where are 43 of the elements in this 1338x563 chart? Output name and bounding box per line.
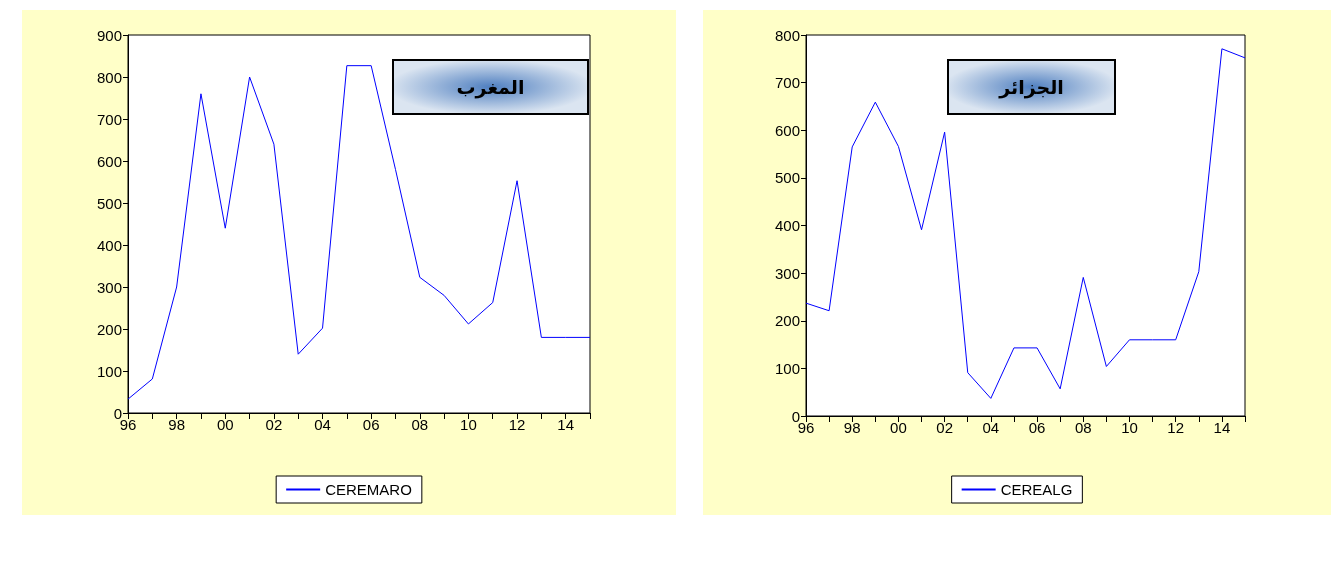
y-tick-label: 0 bbox=[791, 407, 800, 425]
y-tick-label: 800 bbox=[774, 26, 800, 44]
x-tick-label: 12 bbox=[1167, 419, 1185, 436]
x-tick-label: 04 bbox=[314, 416, 331, 433]
line-series bbox=[127, 65, 591, 400]
x-tick-label: 00 bbox=[216, 416, 234, 433]
y-tick-label: 0 bbox=[113, 404, 122, 422]
x-tick-label: 98 bbox=[843, 419, 861, 436]
y-tick-label: 500 bbox=[774, 169, 800, 187]
x-tick-label: 08 bbox=[411, 416, 429, 433]
y-tick-label: 700 bbox=[96, 110, 122, 128]
y-tick-label: 300 bbox=[774, 264, 800, 282]
y-tick-label: 200 bbox=[774, 312, 800, 330]
x-tick-label: 00 bbox=[890, 419, 907, 436]
x-tick-label: 02 bbox=[265, 416, 283, 433]
y-tick-label: 100 bbox=[774, 359, 800, 377]
x-tick-label: 14 bbox=[1213, 419, 1231, 436]
y-tick-label: 100 bbox=[96, 362, 122, 380]
y-tick-label: 400 bbox=[96, 236, 122, 254]
y-tick-label: 200 bbox=[96, 320, 122, 338]
x-tick-label: 98 bbox=[168, 416, 185, 433]
y-tick-label: 500 bbox=[96, 194, 122, 212]
legend-label: CEREALG bbox=[1000, 481, 1073, 498]
title-box: الجزائر bbox=[947, 59, 1116, 115]
x-tick-label: 06 bbox=[362, 416, 380, 433]
y-tick-label: 600 bbox=[96, 152, 122, 170]
x-tick-label: 10 bbox=[460, 416, 477, 433]
legend-label: CEREMARO bbox=[325, 481, 412, 498]
x-tick-label: 08 bbox=[1074, 419, 1092, 436]
y-tick-label: 400 bbox=[774, 217, 800, 234]
y-tick-label: 700 bbox=[774, 74, 800, 92]
y-tick-label: 900 bbox=[96, 26, 122, 44]
y-tick-label: 600 bbox=[774, 121, 800, 139]
x-tick-label: 02 bbox=[936, 419, 953, 436]
x-tick-label: 12 bbox=[508, 416, 526, 433]
title-box: المغرب bbox=[392, 59, 589, 115]
y-tick-label: 300 bbox=[96, 278, 122, 296]
line-series bbox=[805, 48, 1246, 399]
y-tick-label: 800 bbox=[96, 68, 122, 86]
x-tick-label: 14 bbox=[557, 416, 575, 433]
x-tick-label: 04 bbox=[982, 419, 1000, 436]
x-tick-label: 06 bbox=[1028, 419, 1046, 436]
x-tick-label: 10 bbox=[1121, 419, 1138, 436]
